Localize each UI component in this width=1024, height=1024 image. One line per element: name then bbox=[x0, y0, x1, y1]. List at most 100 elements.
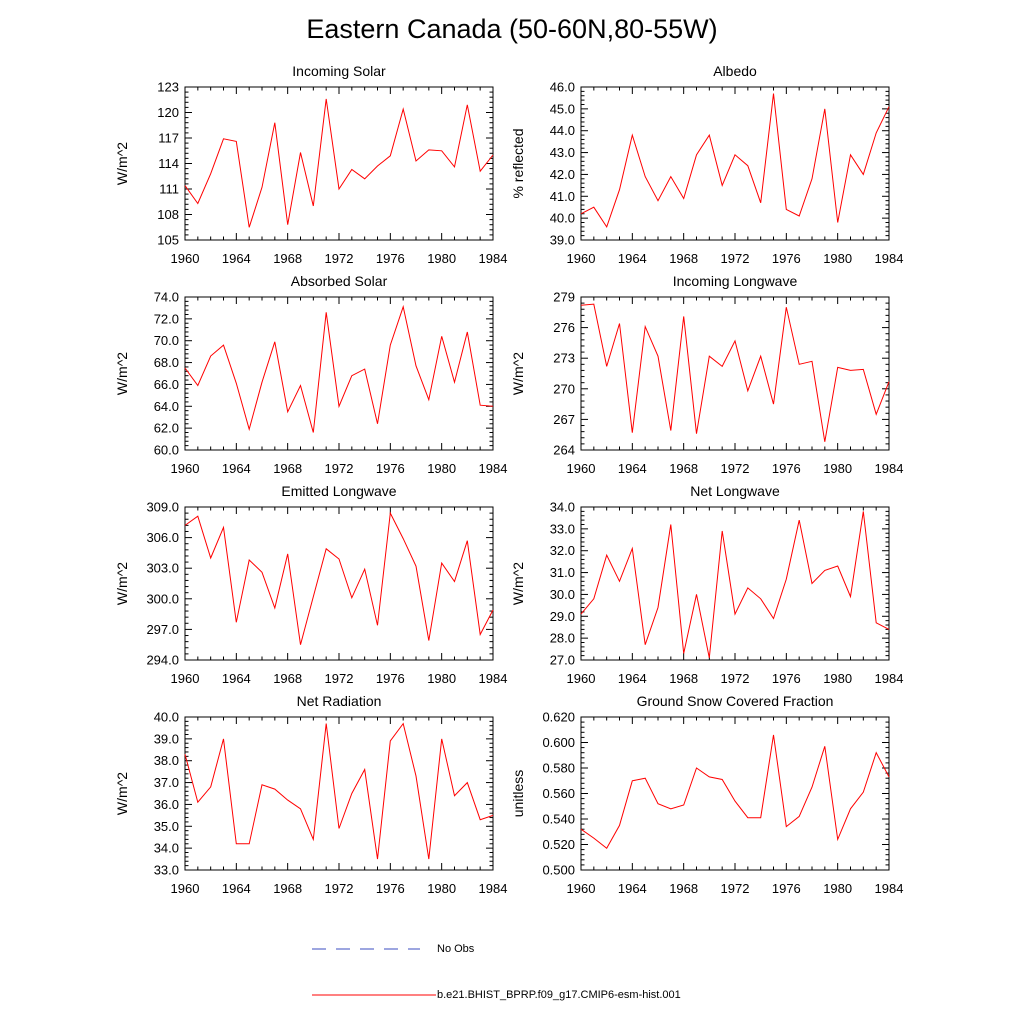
panel-title: Incoming Solar bbox=[292, 63, 386, 79]
y-tick-label: 267 bbox=[553, 412, 575, 427]
panel-8: 1960 1964 1968 1972 1976 1980 1984 0.500 0.520 0.… bbox=[510, 693, 903, 896]
series-line bbox=[580, 303, 890, 442]
y-tick-label: 0.560 bbox=[542, 786, 575, 801]
panel-3: 1960 1964 1968 1972 1976 1980 1984 60.0 62.0 64.0… bbox=[114, 273, 507, 476]
y-tick-label: 43.0 bbox=[550, 145, 575, 160]
plot-frame bbox=[580, 296, 890, 451]
y-tick-label: 62.0 bbox=[154, 421, 179, 436]
y-tick-label: 306.0 bbox=[146, 530, 179, 545]
panel-1: 1960 1964 1968 1972 1976 1980 1984 105 108 111 114… bbox=[114, 63, 507, 266]
x-tick-label: 1980 bbox=[823, 251, 852, 266]
x-tick-label: 1972 bbox=[721, 671, 750, 686]
y-tick-label: 0.500 bbox=[542, 863, 575, 878]
x-tick-label: 1972 bbox=[325, 671, 354, 686]
y-tick-label: 39.0 bbox=[154, 731, 179, 746]
y-tick-label: 31.0 bbox=[550, 565, 575, 580]
y-tick-label: 0.520 bbox=[542, 837, 575, 852]
x-tick-label: 1960 bbox=[567, 251, 596, 266]
x-tick-label: 1968 bbox=[669, 461, 698, 476]
y-tick-label: 45.0 bbox=[550, 101, 575, 116]
y-tick-label: 108 bbox=[157, 207, 179, 222]
plot-frame bbox=[580, 716, 890, 871]
x-tick-label: 1980 bbox=[823, 461, 852, 476]
x-tick-label: 1960 bbox=[567, 461, 596, 476]
panel-title: Net Radiation bbox=[297, 693, 382, 709]
y-tick-label: 34.0 bbox=[154, 841, 179, 856]
x-tick-label: 1980 bbox=[427, 461, 456, 476]
x-tick-label: 1972 bbox=[721, 461, 750, 476]
x-tick-label: 1980 bbox=[427, 671, 456, 686]
x-tick-label: 1984 bbox=[875, 251, 904, 266]
y-tick-label: 294.0 bbox=[146, 653, 179, 668]
x-tick-label: 1976 bbox=[376, 881, 405, 896]
y-tick-label: 0.580 bbox=[542, 761, 575, 776]
x-tick-label: 1976 bbox=[772, 251, 801, 266]
x-tick-label: 1984 bbox=[875, 461, 904, 476]
series-line bbox=[580, 511, 890, 658]
panel-7: 1960 1964 1968 1972 1976 1980 1984 33.0 34.0 35.0… bbox=[114, 693, 507, 896]
x-tick-label: 1968 bbox=[273, 461, 302, 476]
y-tick-label: 32.0 bbox=[550, 543, 575, 558]
y-axis-label: W/m^2 bbox=[114, 562, 130, 605]
x-tick-label: 1964 bbox=[222, 251, 251, 266]
y-tick-label: 39.0 bbox=[550, 233, 575, 248]
legend-model-line bbox=[312, 994, 436, 996]
x-tick-label: 1984 bbox=[479, 671, 508, 686]
x-tick-label: 1964 bbox=[222, 881, 251, 896]
x-tick-label: 1976 bbox=[772, 671, 801, 686]
x-tick-label: 1980 bbox=[427, 881, 456, 896]
series-line bbox=[580, 93, 890, 229]
y-tick-label: 40.0 bbox=[550, 211, 575, 226]
y-tick-label: 105 bbox=[157, 233, 179, 248]
y-tick-label: 34.0 bbox=[550, 500, 575, 515]
y-axis-label: W/m^2 bbox=[510, 562, 526, 605]
x-tick-label: 1960 bbox=[567, 881, 596, 896]
panel-title: Albedo bbox=[713, 63, 757, 79]
plot-frame bbox=[184, 716, 494, 871]
panel-title: Net Longwave bbox=[690, 483, 780, 499]
x-tick-label: 1968 bbox=[669, 251, 698, 266]
y-tick-label: 264 bbox=[553, 443, 575, 458]
y-tick-label: 42.0 bbox=[550, 167, 575, 182]
y-tick-label: 303.0 bbox=[146, 561, 179, 576]
y-axis-label: % reflected bbox=[510, 128, 526, 198]
plot-frame bbox=[580, 86, 890, 241]
x-tick-label: 1964 bbox=[618, 881, 647, 896]
y-tick-label: 70.0 bbox=[154, 333, 179, 348]
x-tick-label: 1968 bbox=[273, 671, 302, 686]
x-tick-label: 1984 bbox=[479, 251, 508, 266]
x-tick-label: 1984 bbox=[479, 881, 508, 896]
x-tick-label: 1964 bbox=[618, 671, 647, 686]
y-axis-label: W/m^2 bbox=[114, 352, 130, 395]
panel-title: Absorbed Solar bbox=[291, 273, 388, 289]
series-line bbox=[184, 98, 494, 228]
x-tick-label: 1980 bbox=[823, 881, 852, 896]
x-tick-label: 1976 bbox=[376, 671, 405, 686]
panel-title: Ground Snow Covered Fraction bbox=[637, 693, 834, 709]
y-tick-label: 309.0 bbox=[146, 500, 179, 515]
x-tick-label: 1960 bbox=[567, 671, 596, 686]
y-tick-label: 64.0 bbox=[154, 399, 179, 414]
y-tick-label: 273 bbox=[553, 351, 575, 366]
x-tick-label: 1972 bbox=[721, 881, 750, 896]
x-tick-label: 1972 bbox=[325, 461, 354, 476]
x-tick-label: 1984 bbox=[875, 671, 904, 686]
plot-frame bbox=[184, 86, 494, 241]
y-tick-label: 60.0 bbox=[154, 443, 179, 458]
y-tick-label: 38.0 bbox=[154, 753, 179, 768]
y-tick-label: 0.620 bbox=[542, 710, 575, 725]
legend-model-label: b.e21.BHIST_BPRP.f09_g17.CMIP6-esm-hist.… bbox=[437, 989, 681, 1001]
y-axis-label: W/m^2 bbox=[114, 772, 130, 815]
y-tick-label: 111 bbox=[159, 182, 179, 197]
y-tick-label: 297.0 bbox=[146, 622, 179, 637]
panel-2: 1960 1964 1968 1972 1976 1980 1984 39.0 40.0 41.0… bbox=[510, 63, 903, 266]
x-tick-label: 1964 bbox=[222, 461, 251, 476]
x-tick-label: 1960 bbox=[171, 251, 200, 266]
x-tick-label: 1984 bbox=[875, 881, 904, 896]
y-axis-label: W/m^2 bbox=[114, 142, 130, 185]
y-axis-label: unitless bbox=[510, 770, 526, 817]
panel-title: Incoming Longwave bbox=[673, 273, 798, 289]
series-line bbox=[184, 304, 494, 433]
y-tick-label: 30.0 bbox=[550, 587, 575, 602]
